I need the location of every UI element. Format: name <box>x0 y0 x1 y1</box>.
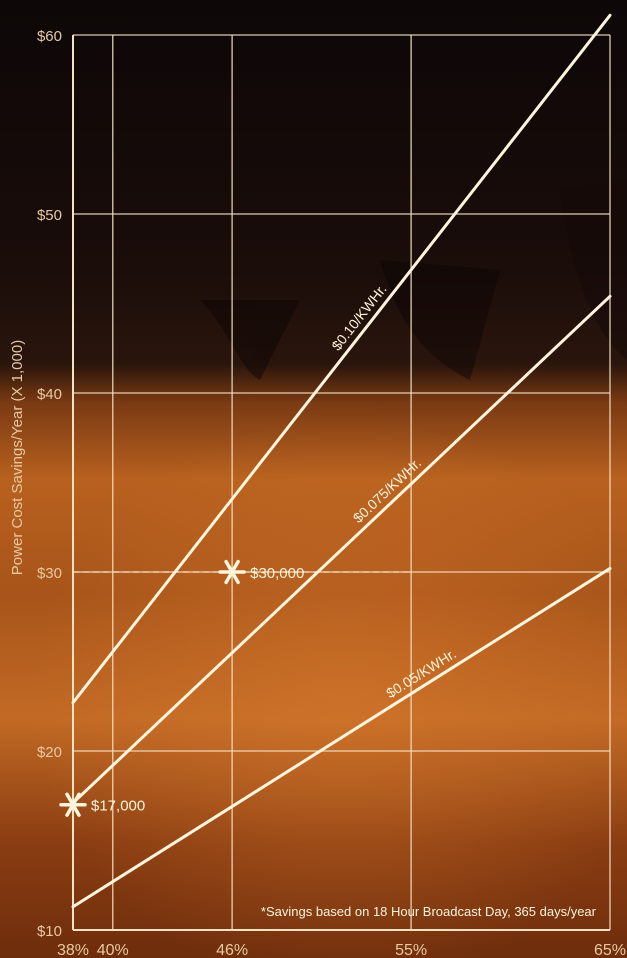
asterisk-stroke <box>65 792 81 817</box>
x-tick-label: 55% <box>395 942 427 958</box>
x-tick-label: 46% <box>216 942 248 958</box>
x-tick-label: 38% <box>57 942 89 958</box>
y-axis-label: Power Cost Savings/Year (X 1,000) <box>9 340 26 575</box>
y-tick-label: $40 <box>37 386 62 403</box>
footnote: *Savings based on 18 Hour Broadcast Day,… <box>261 904 597 919</box>
series-line <box>71 13 612 705</box>
annotation-label: $17,000 <box>91 798 145 815</box>
annotation-markers <box>59 559 246 817</box>
x-tick-label: 65% <box>594 942 626 958</box>
x-tick-label: 40% <box>97 942 129 958</box>
background-glow <box>0 380 627 958</box>
series-lines <box>71 13 612 909</box>
y-tick-label: $60 <box>37 28 62 45</box>
asterisk-stroke <box>224 559 240 585</box>
annotation-label: $30,000 <box>250 565 304 582</box>
y-tick-label: $50 <box>37 207 62 224</box>
y-tick-label: $20 <box>37 744 62 761</box>
series-line <box>71 294 612 805</box>
y-tick-label: $10 <box>37 923 62 940</box>
asterisk-marker <box>59 792 87 817</box>
series-line <box>71 566 612 909</box>
asterisk-marker <box>218 559 246 585</box>
y-tick-label: $30 <box>37 565 62 582</box>
axes <box>72 35 610 931</box>
